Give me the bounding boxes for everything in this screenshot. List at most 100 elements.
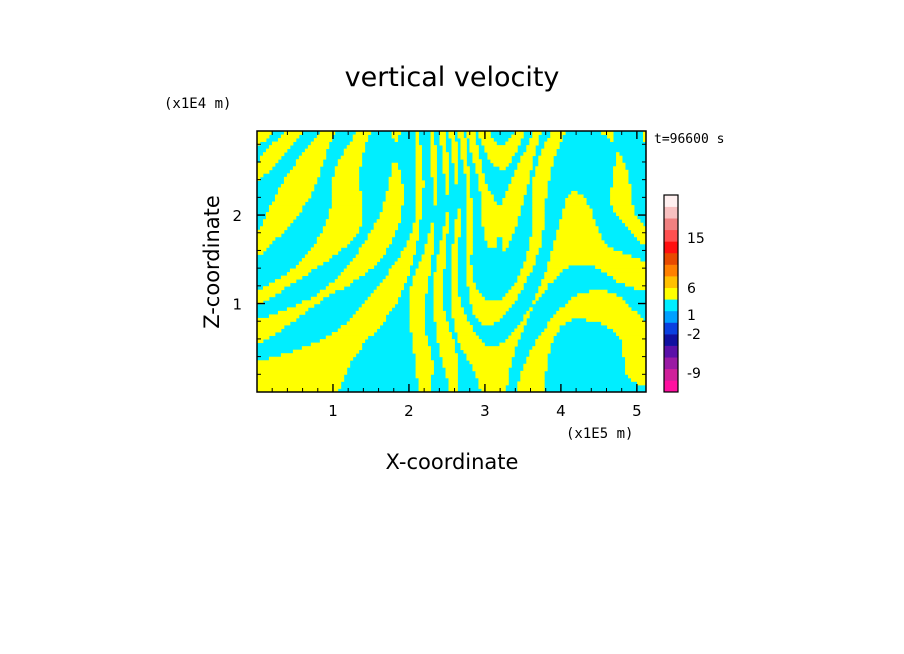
field-band bbox=[448, 384, 458, 389]
field-band bbox=[391, 131, 402, 135]
colorbar-label: 1 bbox=[687, 308, 696, 324]
field-band bbox=[616, 162, 626, 167]
field-band bbox=[472, 307, 509, 312]
field-band bbox=[532, 183, 548, 188]
field-band bbox=[418, 265, 431, 269]
field-band bbox=[388, 180, 402, 185]
field-band bbox=[280, 183, 315, 188]
field-band bbox=[415, 138, 419, 142]
field-band bbox=[442, 233, 446, 238]
field-band bbox=[409, 286, 428, 291]
field-band bbox=[310, 296, 324, 301]
field-band bbox=[481, 212, 521, 217]
field-band bbox=[262, 152, 285, 157]
field-band bbox=[331, 183, 360, 188]
field-band bbox=[430, 131, 434, 135]
field-band bbox=[346, 145, 366, 150]
field-band bbox=[538, 162, 554, 167]
field-band bbox=[379, 212, 402, 217]
field-band bbox=[457, 134, 464, 139]
field-band bbox=[340, 272, 366, 277]
field-band bbox=[430, 169, 437, 174]
field-band bbox=[547, 268, 563, 273]
field-band bbox=[613, 328, 646, 333]
field-band bbox=[394, 261, 413, 266]
field-band bbox=[445, 215, 449, 220]
field-band bbox=[478, 384, 506, 389]
field-band bbox=[412, 229, 419, 234]
field-band bbox=[520, 268, 533, 273]
field-band bbox=[415, 131, 419, 135]
field-band bbox=[388, 183, 405, 188]
colorbar-label: 6 bbox=[687, 281, 696, 297]
colorbar-swatch bbox=[664, 287, 678, 300]
field-band bbox=[478, 317, 500, 322]
field-band bbox=[298, 261, 324, 266]
field-band bbox=[547, 138, 563, 142]
field-band bbox=[481, 222, 518, 227]
field-band bbox=[460, 342, 485, 347]
field-band bbox=[442, 229, 449, 234]
field-band bbox=[418, 261, 431, 266]
field-band bbox=[257, 236, 276, 241]
field-band bbox=[445, 374, 458, 379]
field-band bbox=[454, 226, 461, 231]
field-band bbox=[499, 342, 518, 347]
field-band bbox=[601, 131, 614, 135]
field-band bbox=[445, 219, 449, 224]
field-band bbox=[436, 257, 446, 262]
field-band bbox=[466, 272, 473, 277]
field-band bbox=[445, 183, 449, 188]
field-band bbox=[257, 138, 267, 142]
field-band bbox=[268, 205, 303, 209]
field-band bbox=[502, 247, 506, 252]
field-band bbox=[544, 272, 560, 277]
field-band bbox=[517, 324, 524, 329]
field-band bbox=[436, 324, 449, 329]
field-band bbox=[409, 300, 425, 305]
field-band bbox=[376, 219, 402, 224]
field-band bbox=[505, 339, 518, 344]
field-band bbox=[412, 279, 428, 284]
field-band bbox=[412, 342, 428, 347]
field-band bbox=[385, 198, 405, 202]
field-band bbox=[556, 236, 602, 241]
field-band bbox=[502, 243, 509, 248]
field-band bbox=[430, 226, 434, 231]
field-band bbox=[454, 328, 473, 333]
field-band bbox=[463, 169, 470, 174]
field-band bbox=[469, 145, 479, 150]
field-band bbox=[547, 324, 560, 329]
field-band bbox=[415, 169, 422, 174]
field-band bbox=[490, 159, 512, 164]
field-band bbox=[274, 198, 309, 202]
field-band bbox=[457, 215, 461, 220]
field-band bbox=[523, 363, 548, 368]
field-band bbox=[257, 131, 273, 135]
field-band bbox=[406, 240, 416, 245]
field-band bbox=[451, 314, 467, 319]
field-band bbox=[466, 282, 476, 287]
field-band bbox=[427, 233, 434, 238]
field-band bbox=[526, 254, 536, 259]
field-band bbox=[466, 247, 473, 252]
colorbar-swatch bbox=[664, 334, 678, 346]
field-band bbox=[643, 134, 646, 139]
field-band bbox=[415, 173, 422, 178]
field-band bbox=[625, 370, 646, 375]
y-axis-unit: (x1E4 m) bbox=[164, 96, 231, 112]
field-band bbox=[257, 388, 339, 392]
field-band bbox=[466, 173, 470, 178]
colorbar-swatch bbox=[664, 229, 678, 242]
field-band bbox=[610, 187, 632, 192]
field-band bbox=[430, 134, 434, 139]
plot-frame bbox=[256, 130, 647, 393]
field-band bbox=[409, 324, 425, 329]
field-band bbox=[565, 303, 629, 308]
field-band bbox=[457, 335, 479, 340]
field-band bbox=[415, 201, 422, 206]
field-band bbox=[349, 317, 387, 322]
field-band bbox=[257, 289, 282, 294]
field-band bbox=[304, 148, 327, 153]
field-band bbox=[544, 328, 560, 333]
